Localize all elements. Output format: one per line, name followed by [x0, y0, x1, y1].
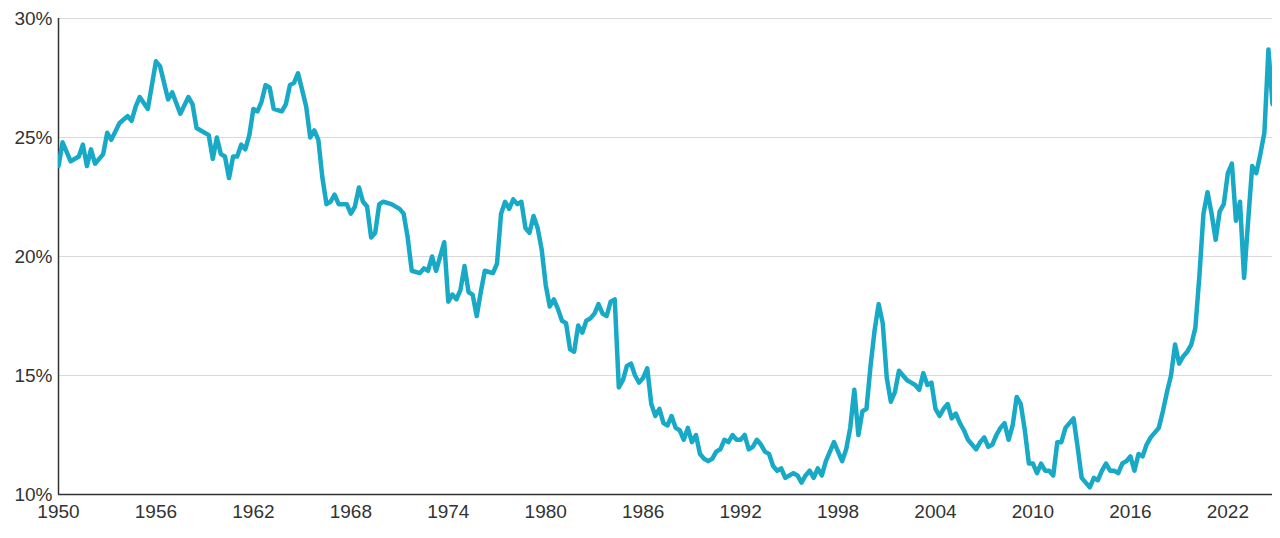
svg-text:2010: 2010 [1012, 501, 1054, 522]
svg-text:1956: 1956 [135, 501, 177, 522]
svg-text:2004: 2004 [914, 501, 957, 522]
svg-text:1998: 1998 [817, 501, 859, 522]
svg-text:1962: 1962 [232, 501, 274, 522]
svg-text:1980: 1980 [525, 501, 567, 522]
svg-text:30%: 30% [14, 8, 52, 29]
svg-text:25%: 25% [14, 127, 52, 148]
svg-text:1968: 1968 [330, 501, 372, 522]
svg-text:15%: 15% [14, 365, 52, 386]
svg-text:1974: 1974 [427, 501, 470, 522]
svg-text:2016: 2016 [1109, 501, 1151, 522]
svg-text:1986: 1986 [622, 501, 664, 522]
svg-text:10%: 10% [14, 483, 53, 505]
svg-text:2022: 2022 [1207, 501, 1249, 522]
svg-text:1950: 1950 [37, 501, 79, 522]
svg-text:1992: 1992 [719, 501, 761, 522]
svg-text:20%: 20% [14, 246, 52, 267]
